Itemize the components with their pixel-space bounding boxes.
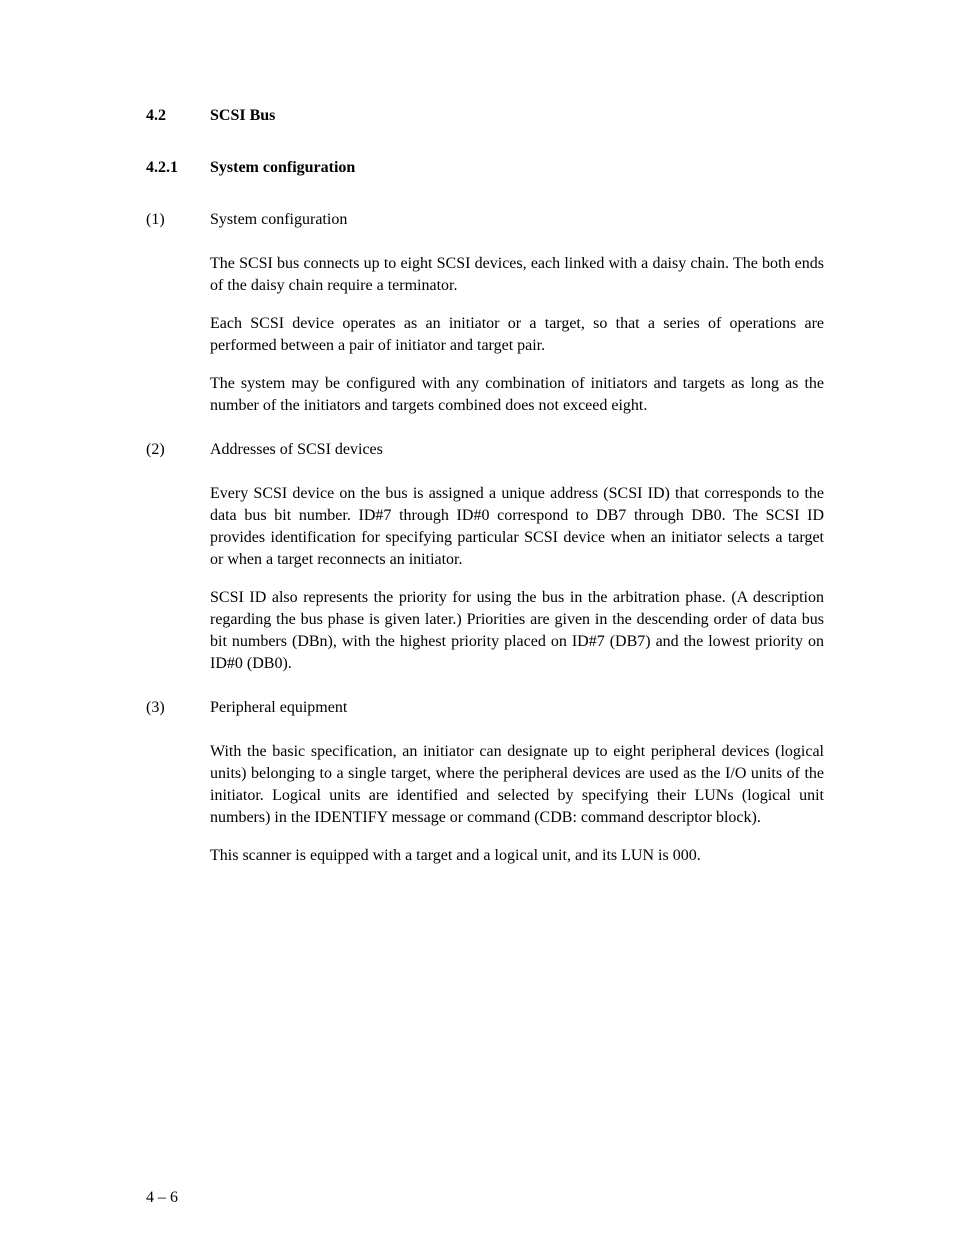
item-3-heading: Peripheral equipment <box>210 697 824 719</box>
item-1-paragraph-3: The system may be configured with any co… <box>210 373 824 417</box>
item-3-heading-row: (3) Peripheral equipment <box>146 697 824 719</box>
subsection-title: System configuration <box>210 157 824 179</box>
item-2-heading-row: (2) Addresses of SCSI devices <box>146 439 824 461</box>
item-1-heading: System configuration <box>210 209 824 231</box>
item-1-marker: (1) <box>146 209 210 231</box>
item-1-paragraph-1: The SCSI bus connects up to eight SCSI d… <box>210 253 824 297</box>
item-2-marker: (2) <box>146 439 210 461</box>
item-1-heading-row: (1) System configuration <box>146 209 824 231</box>
section-number: 4.2 <box>146 105 210 127</box>
item-1-paragraph-2: Each SCSI device operates as an initiato… <box>210 313 824 357</box>
item-3-paragraph-1: With the basic specification, an initiat… <box>210 741 824 829</box>
section-title: SCSI Bus <box>210 105 824 127</box>
document-page: 4.2 SCSI Bus 4.2.1 System configuration … <box>0 0 954 1235</box>
item-3-marker: (3) <box>146 697 210 719</box>
page-number: 4 – 6 <box>146 1189 178 1207</box>
subsection-number: 4.2.1 <box>146 157 210 179</box>
item-2-heading: Addresses of SCSI devices <box>210 439 824 461</box>
item-2-paragraph-2: SCSI ID also represents the priority for… <box>210 587 824 675</box>
subsection-heading-row: 4.2.1 System configuration <box>146 157 824 179</box>
item-3-paragraph-2: This scanner is equipped with a target a… <box>210 845 824 867</box>
section-heading-row: 4.2 SCSI Bus <box>146 105 824 127</box>
item-2-paragraph-1: Every SCSI device on the bus is assigned… <box>210 483 824 571</box>
